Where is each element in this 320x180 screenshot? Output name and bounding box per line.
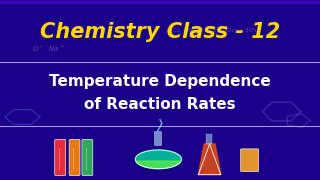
Bar	[0, 0, 320, 2]
Text: Temperature Dependence: Temperature Dependence	[49, 74, 271, 89]
Bar	[0, 1, 320, 3]
Bar	[0, 2, 320, 4]
Bar	[0, 0, 320, 3]
Bar	[0, 0, 320, 3]
Bar	[0, 0, 320, 3]
Bar	[0, 0, 320, 3]
Bar	[0, 0, 320, 3]
Bar	[0, 1, 320, 4]
Bar	[0, 1, 320, 4]
Bar	[0, 2, 320, 4]
Bar	[0, 1, 320, 3]
Bar	[0, 1, 320, 3]
Bar	[0, 1, 320, 3]
Bar	[0, 1, 320, 3]
Text: Chemistry Class - 12: Chemistry Class - 12	[40, 21, 280, 42]
Bar	[206, 134, 212, 144]
Bar	[0, 2, 320, 4]
Bar	[0, 2, 320, 4]
Bar	[0, 1, 320, 3]
Bar	[0, 2, 320, 4]
Bar	[0, 2, 320, 4]
FancyBboxPatch shape	[55, 139, 66, 176]
Bar	[0, 1, 320, 3]
Bar	[0, 1, 320, 3]
Bar	[0, 1, 320, 3]
Bar	[0, 2, 320, 4]
Bar	[0, 2, 320, 4]
Bar	[0, 2, 320, 4]
FancyBboxPatch shape	[82, 139, 93, 176]
Bar	[0, 1, 320, 4]
Bar	[0, 2, 320, 4]
Bar	[0, 1, 320, 3]
Bar	[0, 1, 320, 3]
Bar	[0, 2, 320, 4]
Bar	[0, 1, 320, 4]
Bar	[0, 1, 320, 4]
Bar	[0, 2, 320, 4]
Bar	[0, 2, 320, 4]
Bar	[0, 0, 320, 2]
Bar	[0, 0, 320, 2]
Bar	[0, 2, 320, 4]
Bar	[0, 2, 320, 4]
Bar	[0, 1, 320, 3]
Bar	[0, 2, 320, 4]
Bar	[0, 2, 320, 4]
Bar	[154, 131, 161, 145]
Text: $R_2Cl_2+6HNO_3\rightarrow 2R(NO_3)_2+3Cl_2$: $R_2Cl_2+6HNO_3\rightarrow 2R(NO_3)_2+3C…	[166, 26, 258, 35]
Bar	[0, 1, 320, 3]
Bar	[0, 1, 320, 3]
Bar	[0, 0, 320, 3]
Bar	[0, 0, 320, 2]
Bar	[0, 2, 320, 4]
Bar	[0, 2, 320, 4]
Bar	[0, 1, 320, 3]
Bar	[0, 1, 320, 4]
Bar	[0, 1, 320, 3]
Bar	[0, 1, 320, 3]
Bar	[0, 0, 320, 3]
Bar	[0, 1, 320, 3]
Polygon shape	[135, 150, 181, 169]
Bar	[0, 0, 320, 3]
Bar	[0, 1, 320, 3]
Bar	[0, 1, 320, 3]
Bar	[0, 2, 320, 4]
FancyBboxPatch shape	[69, 139, 80, 176]
Bar	[0, 0, 320, 3]
Bar	[0, 2, 320, 4]
Polygon shape	[198, 144, 221, 175]
Bar	[0, 0, 320, 2]
Text: of Reaction Rates: of Reaction Rates	[84, 97, 236, 112]
Bar	[0, 1, 320, 3]
Polygon shape	[137, 161, 180, 169]
Bar	[0, 1, 320, 3]
Bar	[0, 1, 320, 3]
Bar	[0, 1, 320, 3]
Bar	[0, 1, 320, 4]
FancyBboxPatch shape	[241, 149, 259, 172]
Bar	[0, 1, 320, 3]
Bar	[0, 2, 320, 4]
Bar	[0, 0, 320, 2]
Bar	[0, 0, 320, 3]
Bar	[0, 1, 320, 3]
Bar	[0, 1, 320, 4]
Text: $O^-$  $Na^+$: $O^-$ $Na^+$	[32, 43, 65, 54]
Bar	[0, 2, 320, 4]
Bar	[0, 0, 320, 2]
Bar	[0, 2, 320, 4]
Bar	[0, 2, 320, 4]
Bar	[0, 1, 320, 3]
Bar	[0, 1, 320, 4]
Bar	[0, 1, 320, 4]
Bar	[0, 1, 320, 3]
